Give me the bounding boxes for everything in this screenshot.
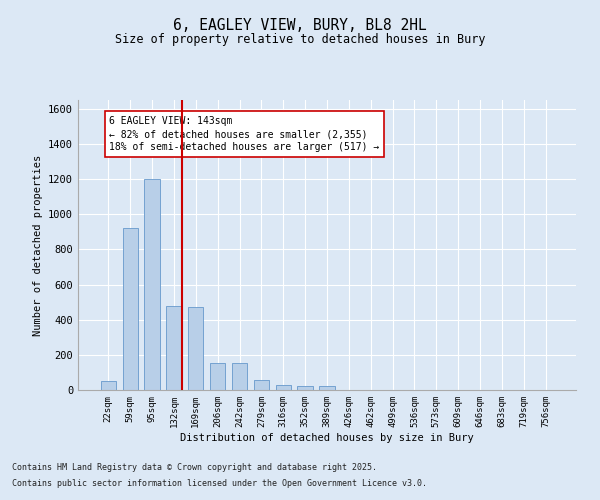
- Text: 6, EAGLEY VIEW, BURY, BL8 2HL: 6, EAGLEY VIEW, BURY, BL8 2HL: [173, 18, 427, 32]
- Bar: [122, 228, 138, 390]
- Bar: [145, 179, 160, 390]
- Text: Size of property relative to detached houses in Bury: Size of property relative to detached ho…: [115, 32, 485, 46]
- Bar: [188, 306, 203, 390]
- Text: Contains HM Land Registry data © Crown copyright and database right 2025.: Contains HM Land Registry data © Crown c…: [12, 464, 377, 472]
- Bar: [101, 381, 116, 390]
- Text: Contains public sector information licensed under the Open Government Licence v3: Contains public sector information licen…: [12, 478, 427, 488]
- Bar: [254, 380, 269, 390]
- Bar: [166, 306, 182, 390]
- Bar: [298, 386, 313, 390]
- Text: 6 EAGLEY VIEW: 143sqm
← 82% of detached houses are smaller (2,355)
18% of semi-d: 6 EAGLEY VIEW: 143sqm ← 82% of detached …: [109, 116, 380, 152]
- Y-axis label: Number of detached properties: Number of detached properties: [32, 154, 43, 336]
- Bar: [232, 363, 247, 390]
- Bar: [319, 386, 335, 390]
- Bar: [210, 363, 226, 390]
- Bar: [275, 384, 291, 390]
- X-axis label: Distribution of detached houses by size in Bury: Distribution of detached houses by size …: [180, 432, 474, 442]
